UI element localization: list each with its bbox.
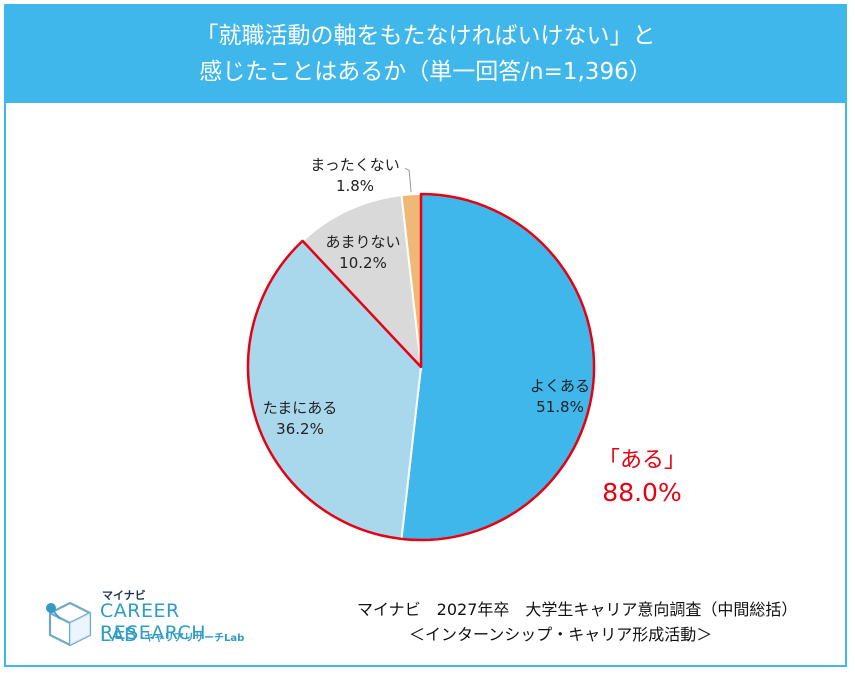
highlight-label: 「ある」	[598, 448, 687, 473]
highlight-callout: 「ある」 88.0%	[598, 446, 686, 510]
leader-line	[404, 167, 412, 193]
source-line1: マイナビ 2027年卒 大学生キャリア意向調査（中間総括）	[357, 600, 798, 619]
slice-label-amarinai: あまりない 10.2%	[325, 233, 401, 272]
highlight-value: 88.0%	[602, 478, 682, 507]
chart-title-line2: 感じたことはあるか（単一回答/n=1,396）	[199, 59, 652, 85]
source-line2: ＜インターンシップ・キャリア形成活動＞	[409, 625, 713, 644]
logo-line1: CAREER RESEARCH	[100, 600, 207, 644]
pie-slice-2	[301, 193, 423, 370]
slice-label-yokuaru: よくある 51.8%	[529, 377, 590, 416]
source-note: マイナビ 2027年卒 大学生キャリア意向調査（中間総括） ＜インターンシップ・…	[357, 597, 797, 647]
logo-sub: キャリアリサーチLab	[144, 633, 245, 644]
logo-brand-small: マイナビ	[102, 589, 146, 602]
slice-label-tamaniaru: たまにある 36.2%	[262, 399, 338, 438]
chart-title-banner: 「就職活動の軸をもたなければいけない」と 感じたことはあるか（単一回答/n=1,…	[6, 6, 845, 103]
cube-logo-icon	[46, 601, 92, 647]
slice-label-mattakunai: まったくない 1.8%	[310, 156, 400, 195]
highlight-outline	[246, 192, 596, 542]
pie-slice-0	[400, 192, 595, 541]
chart-title-line1: 「就職活動の軸をもたなければいけない」と	[195, 23, 656, 49]
career-research-lab-logo: マイナビ CAREER RESEARCH LAB キャリアリサーチLab	[44, 585, 264, 655]
chart-frame: 「就職活動の軸をもたなければいけない」と 感じたことはあるか（単一回答/n=1,…	[4, 4, 847, 667]
logo-line2: LAB	[100, 624, 138, 646]
